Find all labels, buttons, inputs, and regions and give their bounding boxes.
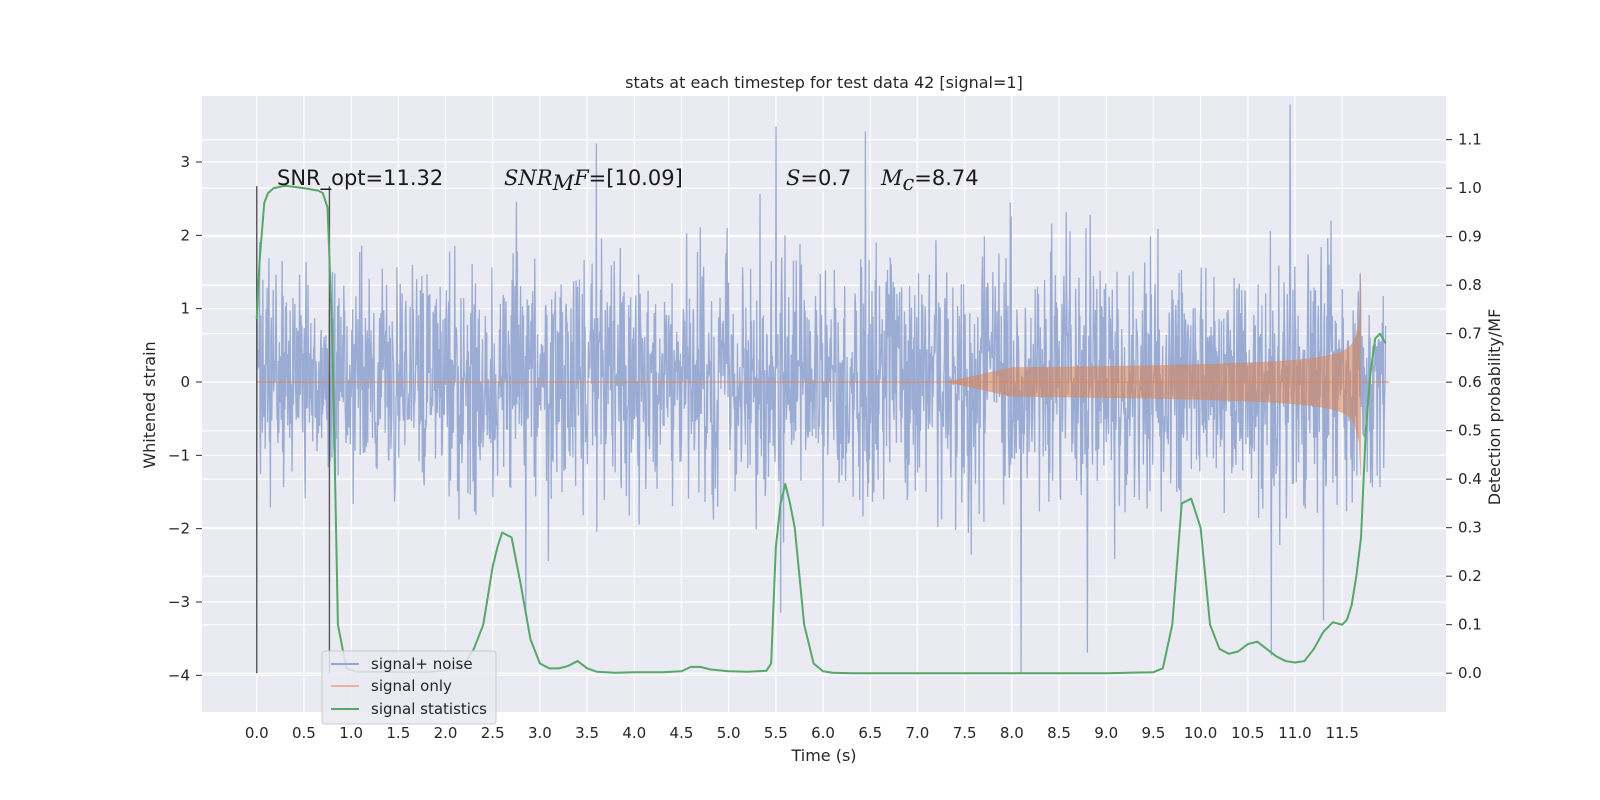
signal-noise-series [256, 104, 1387, 673]
y2-tick-label: 0.4 [1458, 470, 1482, 488]
x-tick-label: 5.0 [717, 724, 741, 742]
y-tick-label: −1 [168, 446, 190, 464]
x-tick-label: 2.0 [434, 724, 458, 742]
chart-title: stats at each timestep for test data 42 … [625, 73, 1023, 92]
y2-tick-label: 0.9 [1458, 228, 1482, 246]
annotation-mc: Mc=8.74 [880, 166, 979, 195]
y-tick-label: 3 [180, 153, 190, 171]
x-tick-label: 10.0 [1184, 724, 1217, 742]
x-tick-label: 11.5 [1325, 724, 1358, 742]
annotation-snr-mf: SNRMF=[10.09] [504, 166, 683, 195]
signal-only-series [256, 271, 1390, 476]
x-tick-label: 11.0 [1278, 724, 1311, 742]
x-tick-label: 6.5 [858, 724, 882, 742]
y-tick-label: −3 [168, 593, 190, 611]
x-tick-label: 1.5 [386, 724, 410, 742]
y2-tick-label: 0.3 [1458, 519, 1482, 537]
x-tick-label: 2.5 [481, 724, 505, 742]
signal-noise-line [256, 104, 1387, 673]
y-axis-label: Whitened strain [140, 341, 159, 468]
x-tick-label: 8.5 [1047, 724, 1071, 742]
x-tick-label: 4.5 [670, 724, 694, 742]
y2-tick-label: 0.2 [1458, 567, 1482, 585]
y2-tick-label: 0.7 [1458, 325, 1482, 343]
x-tick-label: 10.5 [1231, 724, 1264, 742]
y-tick-label: −4 [168, 666, 190, 684]
y-tick-label: −2 [168, 520, 190, 538]
x-tick-label: 7.5 [953, 724, 977, 742]
y2-axis-ticks: 0.0 0.1 0.2 0.3 0.4 0.5 0.6 0.7 0.8 0.9 1.0 1.1 [1446, 131, 1482, 682]
x-tick-label: 3.0 [528, 724, 552, 742]
x-tick-label: 9.5 [1141, 724, 1165, 742]
x-axis-label: Time (s) [790, 746, 856, 765]
legend-label-signal-statistics: signal statistics [371, 700, 487, 718]
annotation-s: S=0.7 [786, 166, 851, 190]
x-tick-label: 5.5 [764, 724, 788, 742]
x-axis-ticks: 0.0 0.5 1.0 1.5 2.0 2.5 3.0 3.5 4.0 4.5 5.0 5.5 6.0 6… [245, 724, 1359, 742]
y2-tick-label: 1.0 [1458, 179, 1482, 197]
x-tick-label: 4.0 [622, 724, 646, 742]
x-tick-label: 6.0 [811, 724, 835, 742]
legend: signal+ noise signal only signal statist… [321, 650, 497, 725]
y2-axis-label: Detection probability/MF [1485, 309, 1504, 506]
y2-tick-label: 0.8 [1458, 276, 1482, 294]
x-tick-label: 8.0 [1000, 724, 1024, 742]
y2-tick-label: 1.1 [1458, 131, 1482, 149]
y-axis-ticks: −4 −3 −2 −1 0 1 2 3 [168, 153, 202, 684]
y2-tick-label: 0.0 [1458, 664, 1482, 682]
y-tick-label: 1 [180, 300, 190, 318]
y2-tick-label: 0.6 [1458, 373, 1482, 391]
x-tick-label: 1.0 [339, 724, 363, 742]
y2-tick-label: 0.1 [1458, 616, 1482, 634]
x-tick-label: 0.0 [245, 724, 269, 742]
annotation-snr-opt: SNR_opt=11.32 [277, 166, 443, 191]
legend-label-signal-only: signal only [371, 677, 452, 695]
legend-label-signal-noise: signal+ noise [371, 655, 473, 673]
y-tick-label: 2 [180, 226, 190, 244]
signal-only-chirp [945, 271, 1361, 476]
x-tick-label: 9.0 [1094, 724, 1118, 742]
y-tick-label: 0 [180, 373, 190, 391]
y2-tick-label: 0.5 [1458, 422, 1482, 440]
x-tick-label: 7.0 [906, 724, 930, 742]
x-tick-label: 3.5 [575, 724, 599, 742]
legend-box [321, 650, 497, 725]
x-tick-label: 0.5 [292, 724, 316, 742]
